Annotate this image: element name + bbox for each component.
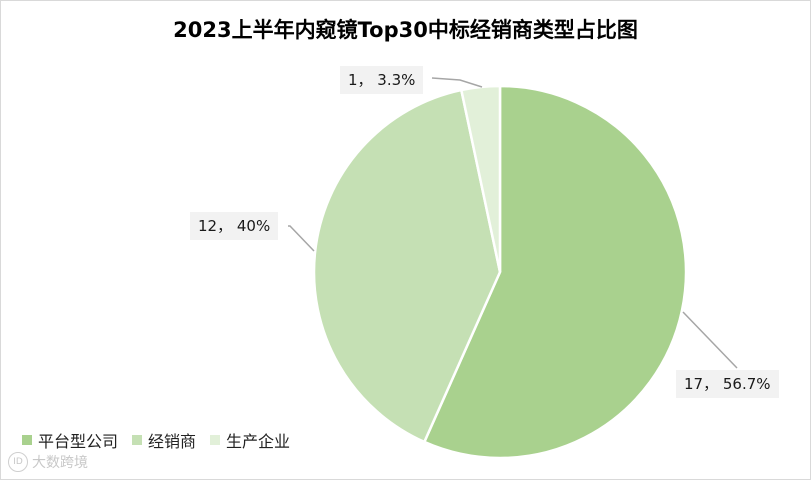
legend-item-manufacturer: 生产企业	[210, 428, 290, 452]
leader-line-distributor	[288, 225, 315, 252]
legend-label: 平台型公司	[38, 432, 119, 451]
legend-item-distributor: 经销商	[132, 428, 196, 452]
leader-line-platform	[682, 311, 738, 369]
legend-label: 经销商	[148, 432, 197, 451]
watermark-text: 大数跨境	[32, 455, 88, 471]
legend-label: 生产企业	[226, 432, 291, 451]
legend-swatch	[210, 435, 221, 445]
data-label-distributor: 12， 40%	[190, 212, 279, 240]
leader-line-manufacturer	[431, 77, 483, 88]
legend: 平台型公司 经销商 生产企业	[22, 428, 290, 452]
legend-swatch	[132, 435, 143, 445]
data-label-manufacturer: 1， 3.3%	[340, 66, 424, 94]
watermark-logo-icon: ID	[8, 452, 28, 472]
data-label-platform: 17， 56.7%	[676, 370, 779, 398]
legend-swatch	[22, 435, 32, 445]
watermark: ID 大数跨境	[8, 452, 88, 472]
slice-platform	[422, 84, 688, 460]
chart-title: 2023上半年内窥镜Top30中标经销商类型占比图	[173, 18, 638, 42]
legend-item-platform: 平台型公司	[22, 428, 118, 452]
slice-distributor	[312, 88, 502, 444]
